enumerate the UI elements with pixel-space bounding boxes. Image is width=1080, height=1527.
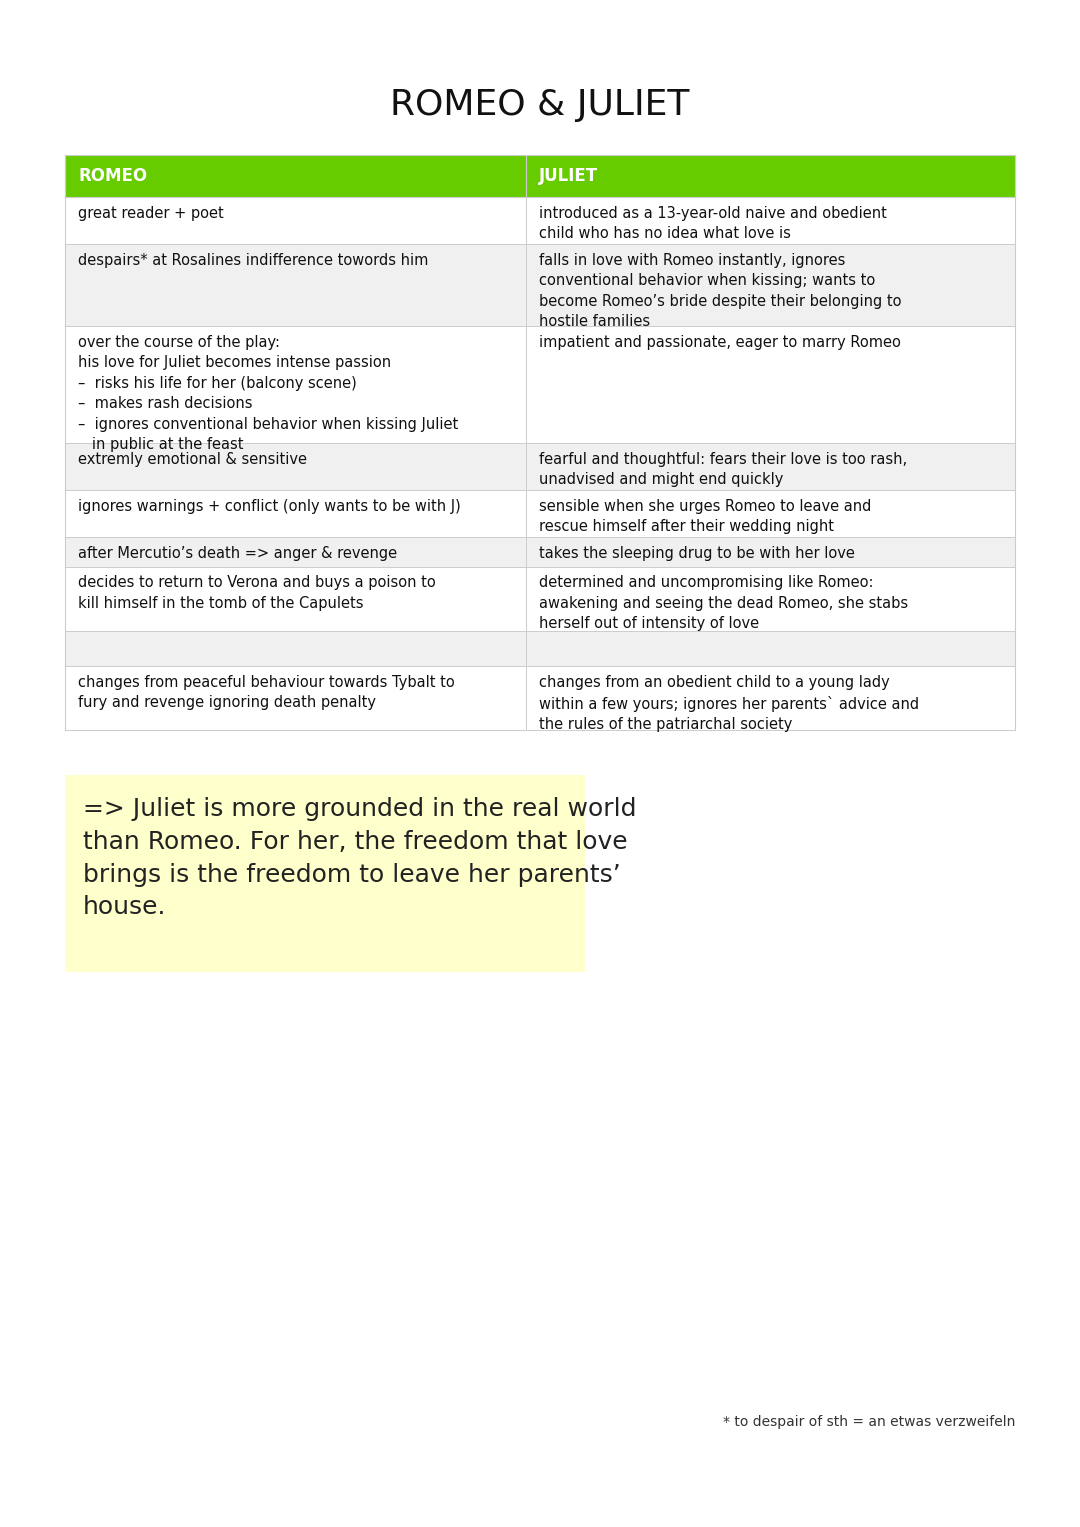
Bar [65,631,526,666]
Bar [526,156,1015,197]
Text: ROMEO & JULIET: ROMEO & JULIET [390,89,690,122]
Text: despairs* at Rosalines indifference towords him: despairs* at Rosalines indifference towo… [78,253,429,269]
Bar [65,197,526,244]
Text: ROMEO: ROMEO [78,166,147,185]
Text: changes from an obedient child to a young lady
within a few yours; ignores her p: changes from an obedient child to a youn… [539,675,919,733]
Text: over the course of the play:
his love for Juliet becomes intense passion
–  risk: over the course of the play: his love fo… [78,334,458,452]
Bar [65,666,526,730]
Text: * to despair of sth = an etwas verzweifeln: * to despair of sth = an etwas verzweife… [723,1416,1015,1429]
Text: takes the sleeping drug to be with her love: takes the sleeping drug to be with her l… [539,547,854,560]
Bar [65,776,585,973]
Bar [65,490,526,538]
Text: impatient and passionate, eager to marry Romeo: impatient and passionate, eager to marry… [539,334,901,350]
Bar [65,567,526,631]
Bar [65,156,526,197]
Bar [65,538,526,567]
Text: great reader + poet: great reader + poet [78,206,224,221]
Text: after Mercutio’s death => anger & revenge: after Mercutio’s death => anger & reveng… [78,547,397,560]
Bar [526,244,1015,325]
Text: extremly emotional & sensitive: extremly emotional & sensitive [78,452,307,467]
Text: fearful and thoughtful: fears their love is too rash,
unadvised and might end qu: fearful and thoughtful: fears their love… [539,452,907,487]
Bar [65,443,526,490]
Bar [526,197,1015,244]
Bar [65,325,526,443]
Bar [526,631,1015,666]
Bar [65,244,526,325]
Bar [526,490,1015,538]
Bar [526,666,1015,730]
Bar [526,325,1015,443]
Text: falls in love with Romeo instantly, ignores
conventional behavior when kissing; : falls in love with Romeo instantly, igno… [539,253,901,330]
Bar [526,538,1015,567]
Text: ignores warnings + conflict (only wants to be with J): ignores warnings + conflict (only wants … [78,499,461,515]
Text: JULIET: JULIET [539,166,598,185]
Text: decides to return to Verona and buys a poison to
kill himself in the tomb of the: decides to return to Verona and buys a p… [78,576,435,611]
Text: determined and uncompromising like Romeo:
awakening and seeing the dead Romeo, s: determined and uncompromising like Romeo… [539,576,908,631]
Bar [526,443,1015,490]
Bar [526,567,1015,631]
Text: sensible when she urges Romeo to leave and
rescue himself after their wedding ni: sensible when she urges Romeo to leave a… [539,499,872,534]
Text: changes from peaceful behaviour towards Tybalt to
fury and revenge ignoring deat: changes from peaceful behaviour towards … [78,675,455,710]
Text: introduced as a 13-year-old naive and obedient
child who has no idea what love i: introduced as a 13-year-old naive and ob… [539,206,887,241]
Text: => Juliet is more grounded in the real world
than Romeo. For her, the freedom th: => Juliet is more grounded in the real w… [83,797,636,919]
